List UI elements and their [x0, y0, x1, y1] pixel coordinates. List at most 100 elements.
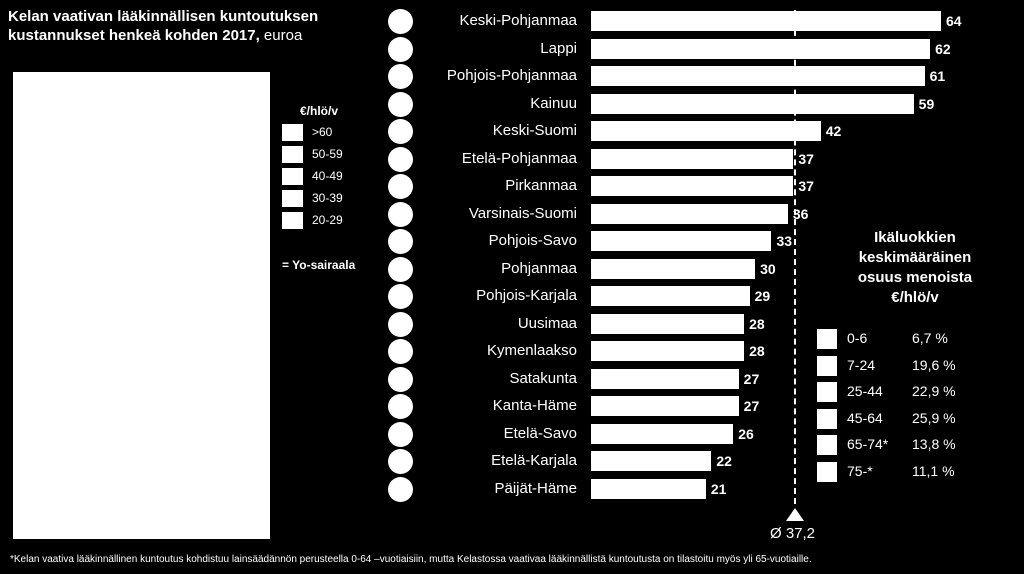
value-label: 30	[760, 260, 776, 277]
region-label: Pirkanmaa	[505, 177, 577, 194]
bar	[591, 38, 931, 59]
age-share: 25,9 %	[912, 409, 956, 426]
region-label: Etelä-Pohjanmaa	[461, 149, 577, 167]
title-unit: euroa	[259, 27, 303, 44]
region-circle-icon	[388, 284, 413, 309]
region-label: Satakunta	[509, 369, 577, 387]
region-circle-icon	[388, 36, 413, 62]
legend-label: 30-39	[312, 191, 343, 205]
value-label: 33	[776, 233, 793, 249]
bar	[591, 93, 914, 114]
bar	[591, 258, 756, 279]
age-group: 0-6	[847, 330, 868, 346]
region-label: Keski-Suomi	[492, 122, 577, 139]
bar	[591, 396, 739, 416]
value-label: 27	[743, 370, 760, 387]
age-legend-item: 7-24 19,6 %	[817, 355, 1017, 376]
bar	[591, 176, 794, 196]
chart-title: Kelan vaativan lääkinnällisen kuntoutuks…	[8, 7, 378, 45]
region-label: Pohjois-Karjala	[476, 287, 577, 304]
region-circle-icon	[388, 201, 413, 227]
age-share: 19,6 %	[912, 356, 956, 373]
average-label: Ø 37,2	[770, 525, 816, 542]
age-group: 7-24	[847, 356, 876, 373]
average-line	[794, 10, 797, 504]
age-legend-item: 0-6 6,7 %	[817, 329, 1017, 349]
region-label: Päijät-Häme	[494, 479, 577, 497]
age-swatch	[817, 461, 837, 482]
value-label: 37	[798, 150, 814, 167]
region-circle-icon	[388, 146, 413, 172]
region-circle-icon	[388, 449, 413, 474]
value-label: 29	[754, 288, 771, 304]
value-label: 22	[716, 453, 732, 469]
value-label: 21	[710, 480, 727, 497]
bar	[591, 231, 772, 251]
bar	[591, 423, 734, 444]
region-label: Kymenlaakso	[486, 342, 577, 359]
region-label: Varsinais-Suomi	[468, 204, 577, 222]
value-label: 64	[946, 13, 962, 29]
region-circle-icon	[388, 9, 413, 34]
region-circle-icon	[388, 64, 413, 89]
region-label: Kainuu	[530, 94, 577, 112]
title-bold: Kelan vaativan lääkinnällisen kuntoutuks…	[8, 8, 319, 44]
bar	[591, 341, 745, 361]
bar	[591, 451, 712, 471]
age-share: 11,1 %	[912, 462, 955, 479]
legend-swatch	[282, 124, 303, 141]
age-swatch	[817, 329, 837, 349]
age-swatch	[817, 355, 837, 376]
value-label: 28	[749, 315, 765, 332]
region-circle-icon	[388, 421, 413, 447]
age-swatch	[817, 382, 837, 402]
age-legend-title-line: €/hlö/v	[891, 289, 939, 306]
value-label: 37	[798, 178, 814, 194]
legend-swatch	[282, 168, 303, 185]
region-circle-icon	[388, 366, 413, 392]
age-legend-item: 45-64 25,9 %	[817, 408, 1017, 429]
legend-swatch	[282, 212, 303, 229]
age-share: 6,7 %	[912, 330, 948, 346]
age-legend-title-line: keskimääräinen	[858, 249, 972, 266]
age-swatch	[817, 408, 837, 429]
bar	[591, 203, 788, 224]
value-label: 36	[792, 205, 809, 222]
age-legend-title-line: Ikäluokkien	[874, 229, 956, 246]
region-label: Pohjois-Savo	[488, 232, 577, 249]
bar	[591, 148, 794, 169]
region-circle-icon	[388, 119, 413, 144]
legend-label: >60	[312, 125, 333, 139]
region-circle-icon	[388, 476, 413, 502]
age-share: 22,9 %	[912, 383, 956, 399]
region-label: Etelä-Savo	[503, 424, 577, 442]
bar	[591, 66, 925, 86]
map-legend-title: €/hlö/v	[300, 104, 339, 118]
value-label: 28	[749, 343, 765, 359]
age-legend-title: Ikäluokkien keskimääräinen osuus menoista €…	[842, 228, 988, 308]
legend-label: 40-49	[312, 169, 343, 183]
bar	[591, 11, 941, 31]
bar	[591, 368, 739, 389]
legend-swatch	[282, 146, 303, 163]
region-label: Pohjois-Pohjanmaa	[446, 67, 577, 84]
legend-swatch	[282, 190, 303, 207]
region-label: Uusimaa	[517, 314, 577, 332]
value-label: 61	[929, 68, 946, 84]
age-share: 13,8 %	[912, 436, 956, 452]
map-placeholder	[13, 72, 270, 539]
region-label: Kanta-Häme	[492, 397, 577, 414]
age-legend-item: 65-74* 13,8 %	[817, 435, 1017, 455]
region-label: Lappi	[540, 39, 577, 57]
average-marker-icon	[786, 508, 805, 521]
value-label: 26	[738, 425, 754, 442]
age-legend-item: 75-* 11,1 %	[817, 461, 1017, 482]
value-label: 27	[743, 398, 760, 414]
value-label: 59	[918, 95, 935, 112]
hospital-legend: = Yo-sairaala	[282, 258, 356, 272]
legend-label: 50-59	[312, 147, 343, 161]
region-circle-icon	[388, 256, 413, 282]
region-circle-icon	[388, 311, 413, 337]
region-circle-icon	[388, 229, 413, 254]
region-label: Pohjanmaa	[501, 259, 577, 277]
